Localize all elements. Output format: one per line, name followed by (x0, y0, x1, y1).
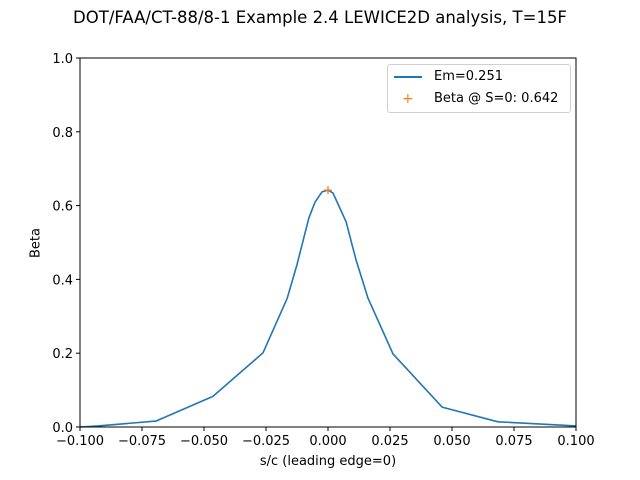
x-tick-label: −0.050 (180, 434, 228, 449)
series-line-em (79, 189, 577, 428)
legend: Em=0.251 + Beta @ S=0: 0.642 (387, 64, 571, 113)
x-tick-label: −0.025 (242, 434, 290, 449)
series-marker-beta (324, 186, 332, 195)
axes-frame (79, 57, 577, 428)
y-tick-label: 0.4 (52, 273, 73, 288)
legend-entry-em: Em=0.251 (388, 67, 568, 87)
y-tick-label: 0.6 (52, 200, 73, 215)
axis-ticks: −0.100 −0.075 −0.050 −0.025 0.000 0.025 0.050 0… (52, 52, 594, 449)
line-swatch-icon (394, 76, 422, 78)
legend-entry-beta: + Beta @ S=0: 0.642 (402, 91, 559, 107)
x-axis-label: s/c (leading edge=0) (259, 454, 397, 469)
y-tick-label: 1.0 (52, 52, 73, 67)
x-tick-label: 0.025 (371, 434, 408, 449)
x-tick-label: 0.075 (495, 434, 532, 449)
y-axis-label: Beta (28, 228, 44, 258)
x-tick-label: −0.100 (56, 434, 104, 449)
x-tick-label: −0.075 (118, 434, 166, 449)
x-tick-label: 0.050 (433, 434, 470, 449)
x-tick-label: 0.100 (557, 434, 594, 449)
y-tick-label: 0.8 (52, 126, 73, 141)
y-tick-label: 0.0 (52, 421, 73, 436)
x-tick-label: 0.000 (309, 434, 346, 449)
y-tick-label: 0.2 (52, 347, 73, 362)
plus-marker-icon: + (402, 91, 414, 107)
chart-title: DOT/FAA/CT-88/8-1 Example 2.4 LEWICE2D a… (73, 8, 567, 27)
